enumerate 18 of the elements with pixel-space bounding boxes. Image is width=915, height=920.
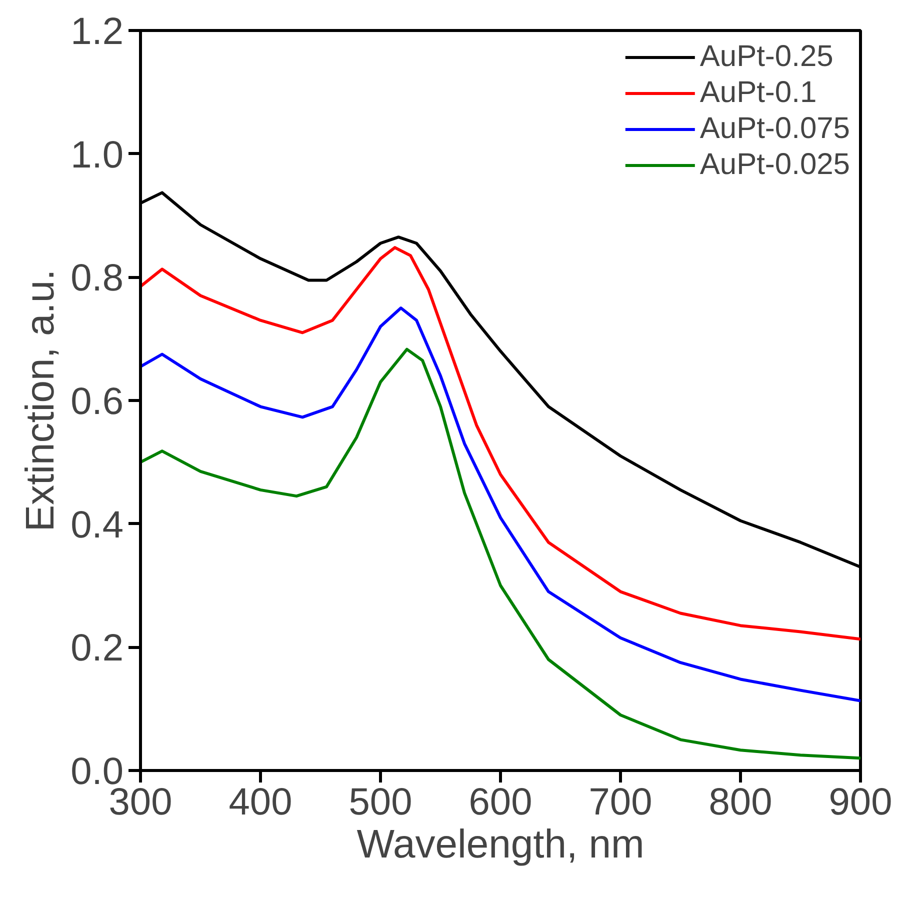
y-tick-label: 1.0 [70,134,124,176]
legend-label: AuPt-0.025 [700,148,850,182]
legend-label: AuPt-0.075 [700,112,850,146]
y-tick-label: 0.6 [70,381,124,423]
legend-label: AuPt-0.1 [700,76,817,110]
x-tick-label: 800 [708,782,772,824]
y-tick-label: 1.2 [70,11,124,53]
x-tick-label: 900 [828,782,892,824]
legend-label: AuPt-0.25 [700,40,834,74]
x-tick-label: 400 [228,782,292,824]
x-tick-label: 600 [468,782,532,824]
y-tick-label: 0.2 [70,628,124,670]
x-tick-label: 500 [348,782,412,824]
y-tick-label: 0.8 [70,258,124,300]
x-tick-label: 700 [588,782,652,824]
y-axis-title: Extinction, a.u. [18,269,63,532]
y-tick-label: 0.4 [70,504,124,546]
x-axis-title: Wavelength, nm [356,822,644,866]
